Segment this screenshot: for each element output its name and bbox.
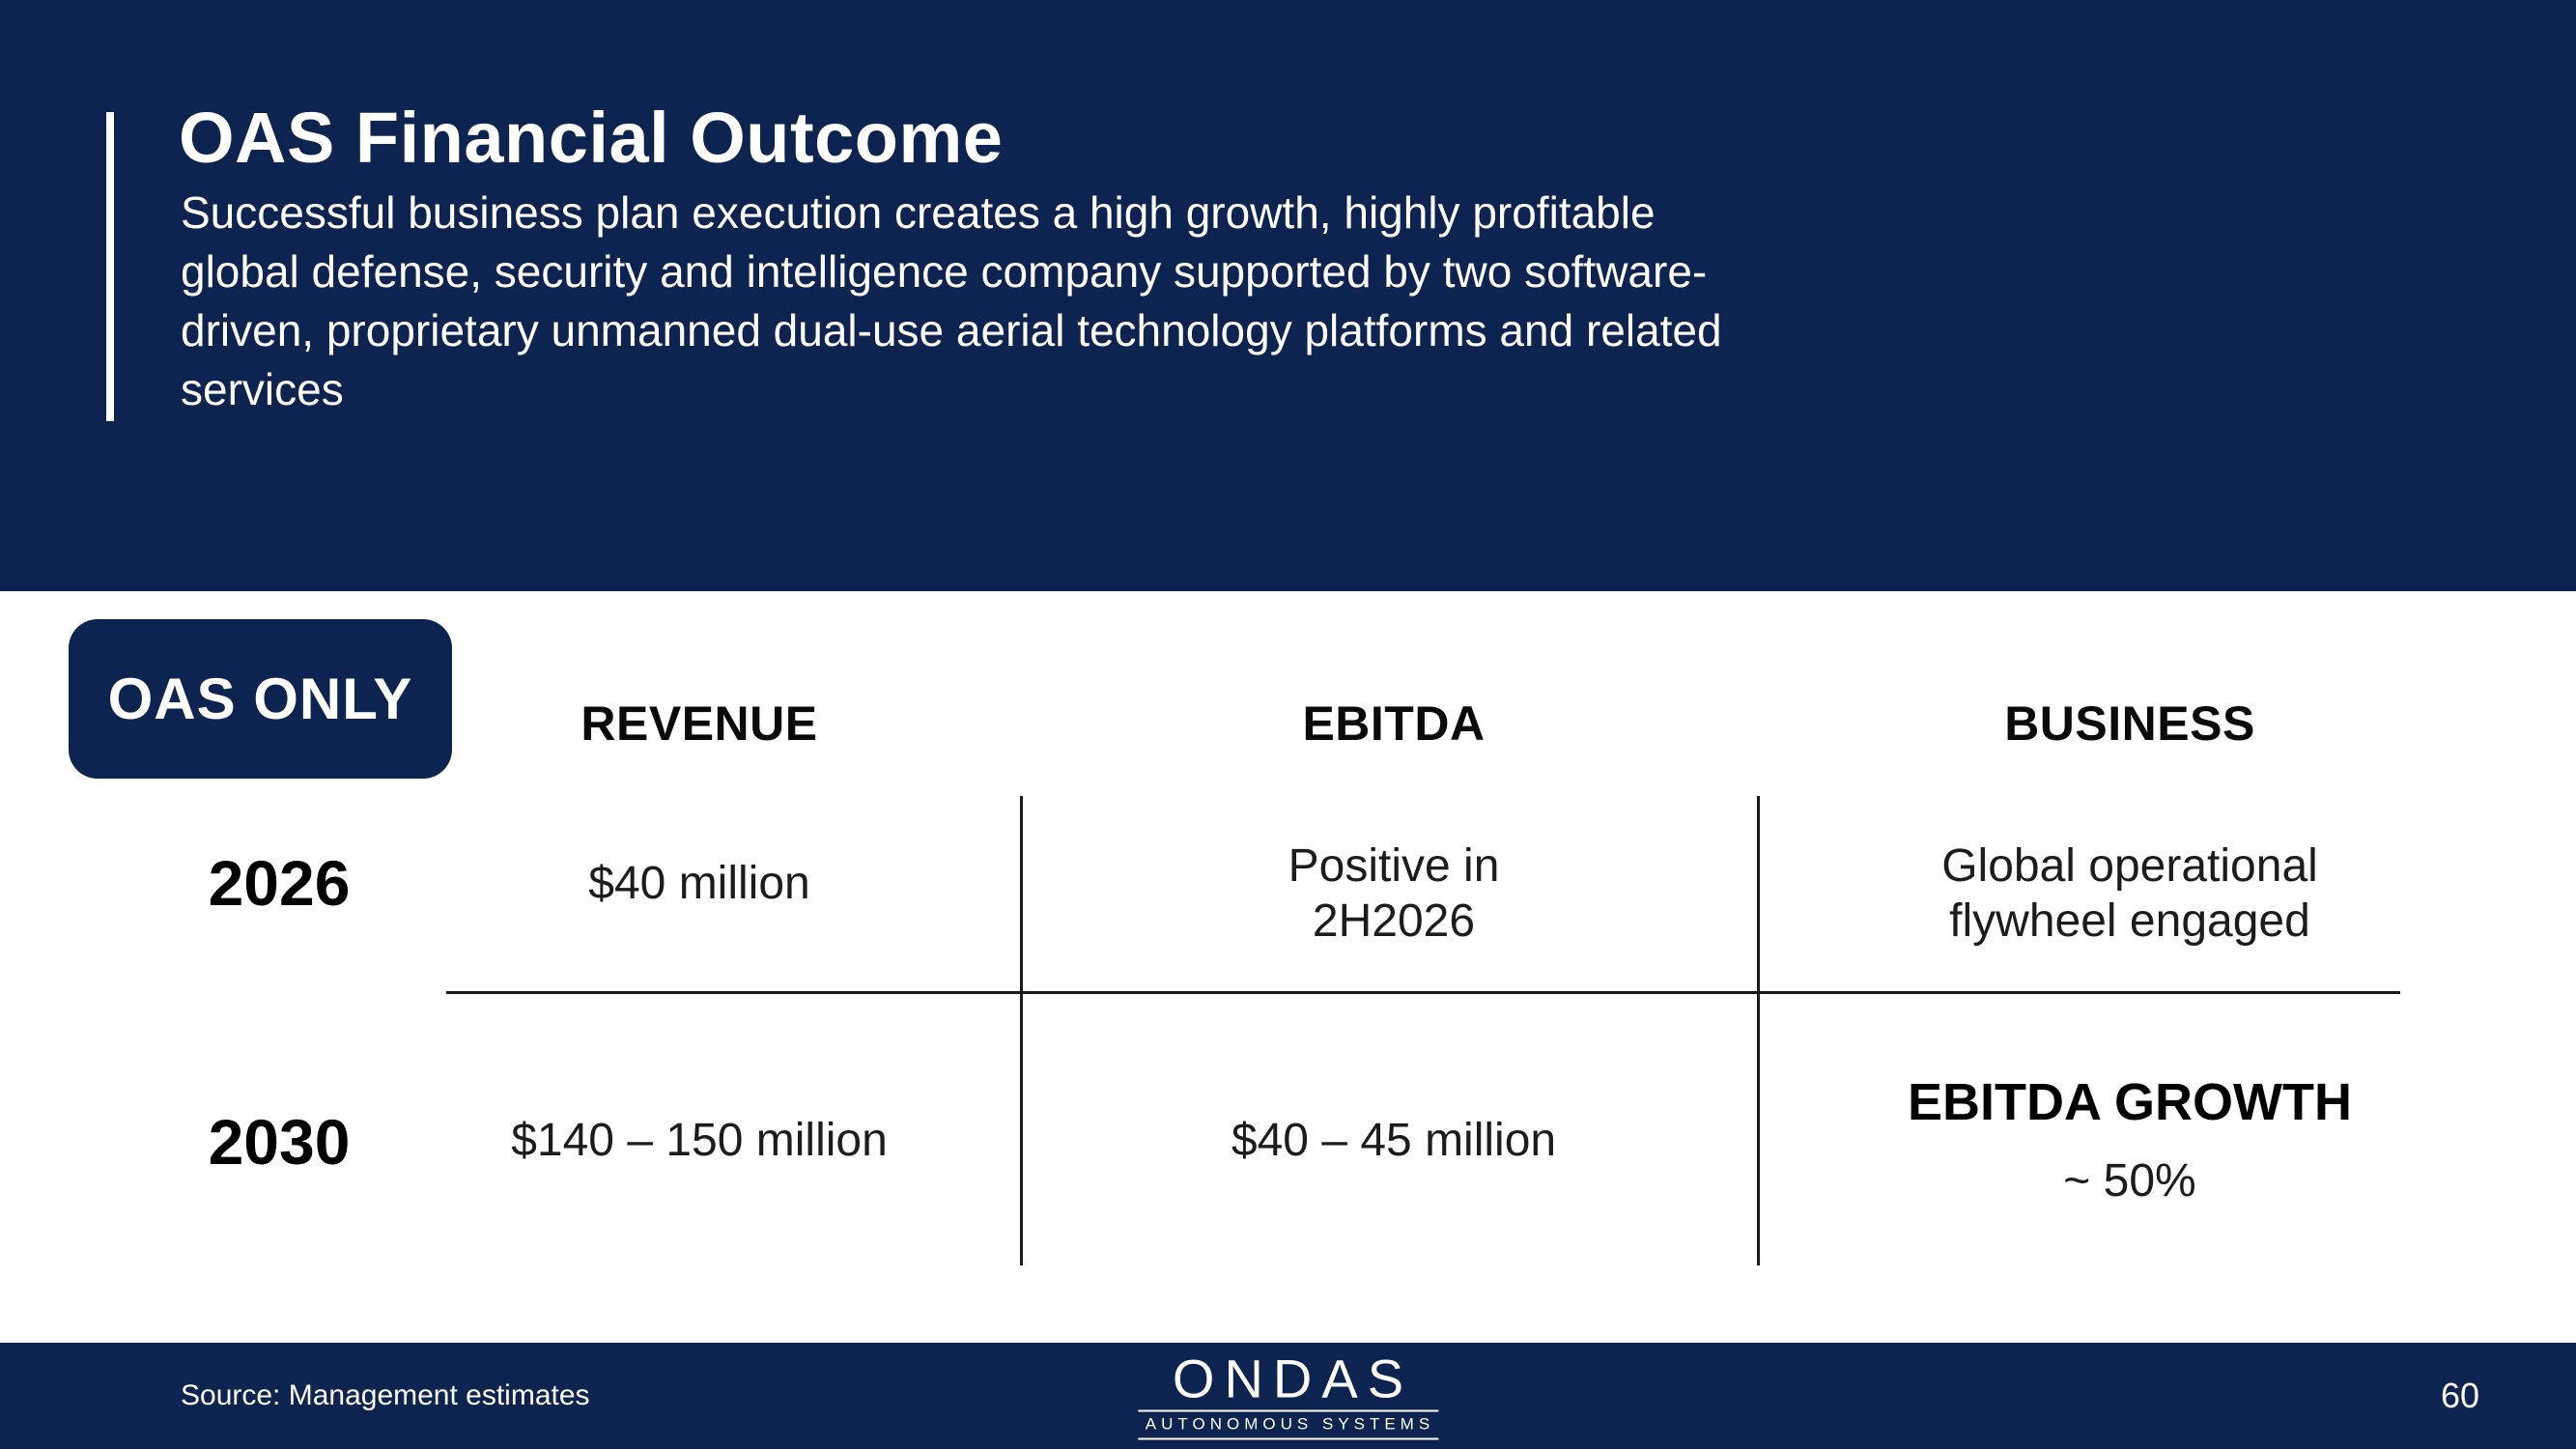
row-year-2030: 2030	[208, 1106, 351, 1178]
header-band: OAS Financial Outcome Successful busines…	[0, 0, 2576, 591]
ondas-logo-tagline: AUTONOMOUS SYSTEMS	[1137, 1409, 1439, 1440]
cell-line: Positive in	[1288, 840, 1500, 892]
title-accent-bar	[106, 112, 114, 421]
page-number: 60	[2440, 1376, 2479, 1415]
source-note: Source: Management estimates	[181, 1379, 590, 1411]
subtitle-line: services	[181, 364, 344, 414]
cell-2030-business-title: EBITDA GROWTH	[1908, 1073, 2352, 1131]
ondas-logo-text: ONDAS	[1172, 1348, 1414, 1409]
cell-2030-ebitda: $40 – 45 million	[1231, 1115, 1557, 1166]
slide-subtitle: Successful business plan execution creat…	[181, 184, 2257, 419]
subtitle-line: global defense, security and intelligenc…	[181, 246, 1708, 297]
column-divider-line-1	[1020, 796, 1023, 1265]
column-divider-line-2	[1757, 796, 1760, 1265]
cell-line: flywheel engaged	[1949, 895, 2310, 947]
column-header-business: BUSINESS	[2004, 696, 2255, 751]
subtitle-line: Successful business plan execution creat…	[181, 187, 1656, 238]
cell-line: Global operational	[1941, 840, 2318, 892]
oas-only-badge: OAS ONLY	[69, 619, 452, 779]
cell-2026-revenue: $40 million	[588, 858, 810, 909]
page-title: OAS Financial Outcome	[179, 98, 1004, 178]
row-year-2026: 2026	[208, 847, 351, 919]
cell-2030-business-value: ~ 50%	[2063, 1155, 2196, 1207]
row-divider-line	[446, 991, 2400, 994]
cell-2026-business: Global operational flywheel engaged	[1941, 838, 2318, 949]
ondas-logo: ONDAS AUTONOMOUS SYSTEMS	[1137, 1348, 1439, 1440]
footer-band: Source: Management estimates ONDAS AUTON…	[0, 1343, 2576, 1449]
subtitle-line: driven, proprietary unmanned dual-use ae…	[181, 305, 1722, 355]
cell-2030-revenue: $140 – 150 million	[511, 1115, 888, 1166]
column-header-ebitda: EBITDA	[1302, 696, 1486, 751]
cell-2026-ebitda: Positive in 2H2026	[1288, 838, 1500, 949]
column-header-revenue: REVENUE	[580, 696, 818, 751]
cell-line: 2H2026	[1312, 895, 1476, 947]
